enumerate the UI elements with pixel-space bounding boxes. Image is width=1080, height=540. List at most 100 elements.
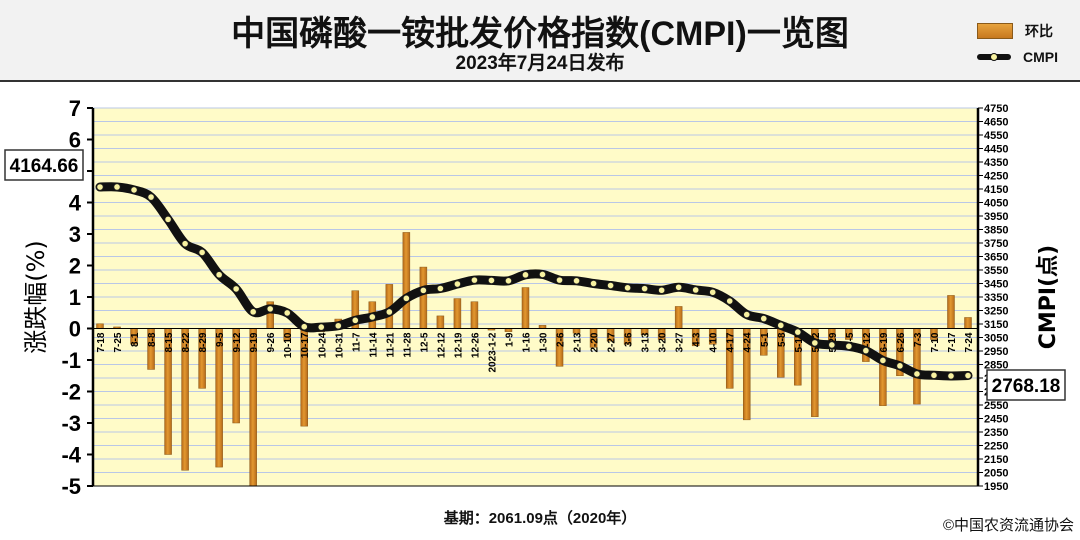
category-label: 4-17	[726, 332, 737, 352]
cmpi-marker	[947, 372, 955, 380]
category-label: 5-1	[760, 332, 771, 347]
cmpi-marker	[521, 271, 530, 279]
chart-svg: -5-4-3-2-1012345671950205021502250235024…	[4, 96, 1066, 499]
first-value-callout-text: 4164.66	[10, 156, 79, 177]
category-label: 8-22	[181, 332, 192, 352]
cmpi-marker	[181, 240, 189, 248]
left-tick-label: -1	[61, 348, 81, 373]
cmpi-marker	[760, 315, 768, 323]
right-tick-label: 3250	[984, 306, 1008, 318]
cmpi-marker	[164, 215, 172, 223]
cmpi-marker	[913, 370, 921, 378]
right-tick-label: 3450	[984, 279, 1008, 291]
right-tick-label: 3150	[984, 319, 1008, 331]
legend-item-bar: 环比	[977, 18, 1058, 44]
category-label: 2023-1-2	[487, 332, 498, 372]
cmpi-marker	[845, 342, 853, 350]
cmpi-marker	[828, 341, 836, 349]
category-label: 5-15	[794, 332, 805, 352]
category-label: 8-29	[198, 332, 209, 352]
cmpi-marker	[743, 310, 751, 319]
right-tick-label: 2450	[984, 414, 1008, 426]
right-tick-label: 2850	[984, 360, 1008, 372]
category-label: 1-16	[521, 332, 532, 352]
category-label: 12-12	[436, 332, 447, 358]
category-label: 7-3	[913, 332, 924, 347]
category-label: 10-17	[300, 332, 311, 358]
right-tick-label: 4550	[984, 130, 1008, 142]
right-tick-label: 3650	[984, 252, 1008, 264]
category-label: 11-14	[368, 332, 379, 357]
right-tick-label: 1950	[984, 481, 1008, 493]
cmpi-marker	[675, 283, 683, 291]
left-tick-label: 0	[69, 317, 81, 342]
right-tick-label: 2150	[984, 454, 1008, 466]
category-label: 7-10	[930, 332, 941, 352]
bar	[453, 298, 462, 329]
cmpi-marker	[334, 322, 342, 330]
cmpi-marker	[487, 276, 496, 284]
category-label: 2-27	[607, 332, 618, 352]
legend: 环比 CMPI	[977, 18, 1058, 70]
first-value-callout-box	[4, 149, 84, 181]
base-period-note: 基期：2061.09点（2020年）	[443, 510, 637, 527]
right-tick-label: 2350	[984, 427, 1008, 439]
cmpi-marker	[624, 284, 632, 292]
cmpi-marker	[572, 277, 581, 285]
cmpi-marker	[470, 276, 479, 284]
category-label: 7-24	[964, 332, 975, 352]
cmpi-marker	[453, 280, 462, 288]
cmpi-marker	[589, 279, 598, 288]
last-value-callout-box	[986, 369, 1066, 401]
category-label: 3-13	[641, 332, 652, 352]
cmpi-marker	[283, 309, 291, 317]
category-label: 3-27	[675, 332, 686, 352]
cmpi-line	[95, 182, 973, 381]
right-tick-label: 2050	[984, 468, 1008, 480]
right-tick-label: 4650	[984, 117, 1008, 129]
legend-bar-swatch	[977, 23, 1013, 39]
category-label: 3-20	[658, 332, 669, 352]
copyright-note: ©中国农资流通协会	[942, 517, 1074, 534]
category-label: 5-8	[777, 332, 788, 347]
category-label: 11-7	[351, 332, 362, 352]
bar	[947, 295, 955, 329]
right-tick-label: 2950	[984, 346, 1008, 358]
category-label: 6-5	[845, 332, 856, 347]
right-tick-label: 3550	[984, 265, 1008, 277]
cmpi-marker	[351, 316, 359, 324]
cmpi-marker	[419, 286, 427, 294]
right-tick-label: 3850	[984, 225, 1008, 237]
cmpi-marker	[538, 270, 547, 279]
cmpi-marker	[385, 308, 393, 316]
cmpi-marker	[266, 305, 274, 313]
category-label: 11-28	[402, 332, 413, 357]
category-label: 3-6	[624, 332, 635, 347]
chart-title: 中国磷酸一铵批发价格指数(CMPI)一览图	[231, 15, 849, 53]
cmpi-marker	[130, 186, 138, 194]
right-tick-label: 4750	[984, 103, 1008, 115]
cmpi-marker	[896, 362, 904, 370]
chart-subtitle: 2023年7月24日发布	[455, 53, 625, 74]
category-label: 6-19	[879, 332, 890, 352]
right-tick-label: 4150	[984, 184, 1008, 196]
category-label: 1-30	[539, 332, 550, 352]
category-label: 9-12	[232, 332, 243, 352]
category-label: 8-1	[130, 332, 141, 347]
cmpi-marker	[436, 284, 444, 293]
category-label: 12-26	[470, 332, 481, 358]
cmpi-marker	[862, 346, 870, 355]
cmpi-marker	[794, 328, 802, 336]
category-label: 10-10	[283, 332, 294, 358]
legend-bar-label: 环比	[1025, 23, 1053, 39]
category-label: 7-18	[96, 332, 107, 352]
left-tick-label: -4	[61, 443, 81, 468]
bar	[402, 232, 411, 329]
legend-line-swatch	[977, 52, 1011, 62]
category-label: 7-25	[113, 332, 124, 352]
right-tick-label: 4450	[984, 144, 1008, 156]
cmpi-marker	[300, 323, 308, 331]
category-label: 4-3	[692, 332, 703, 347]
category-label: 7-17	[947, 332, 958, 352]
bar	[436, 315, 445, 329]
